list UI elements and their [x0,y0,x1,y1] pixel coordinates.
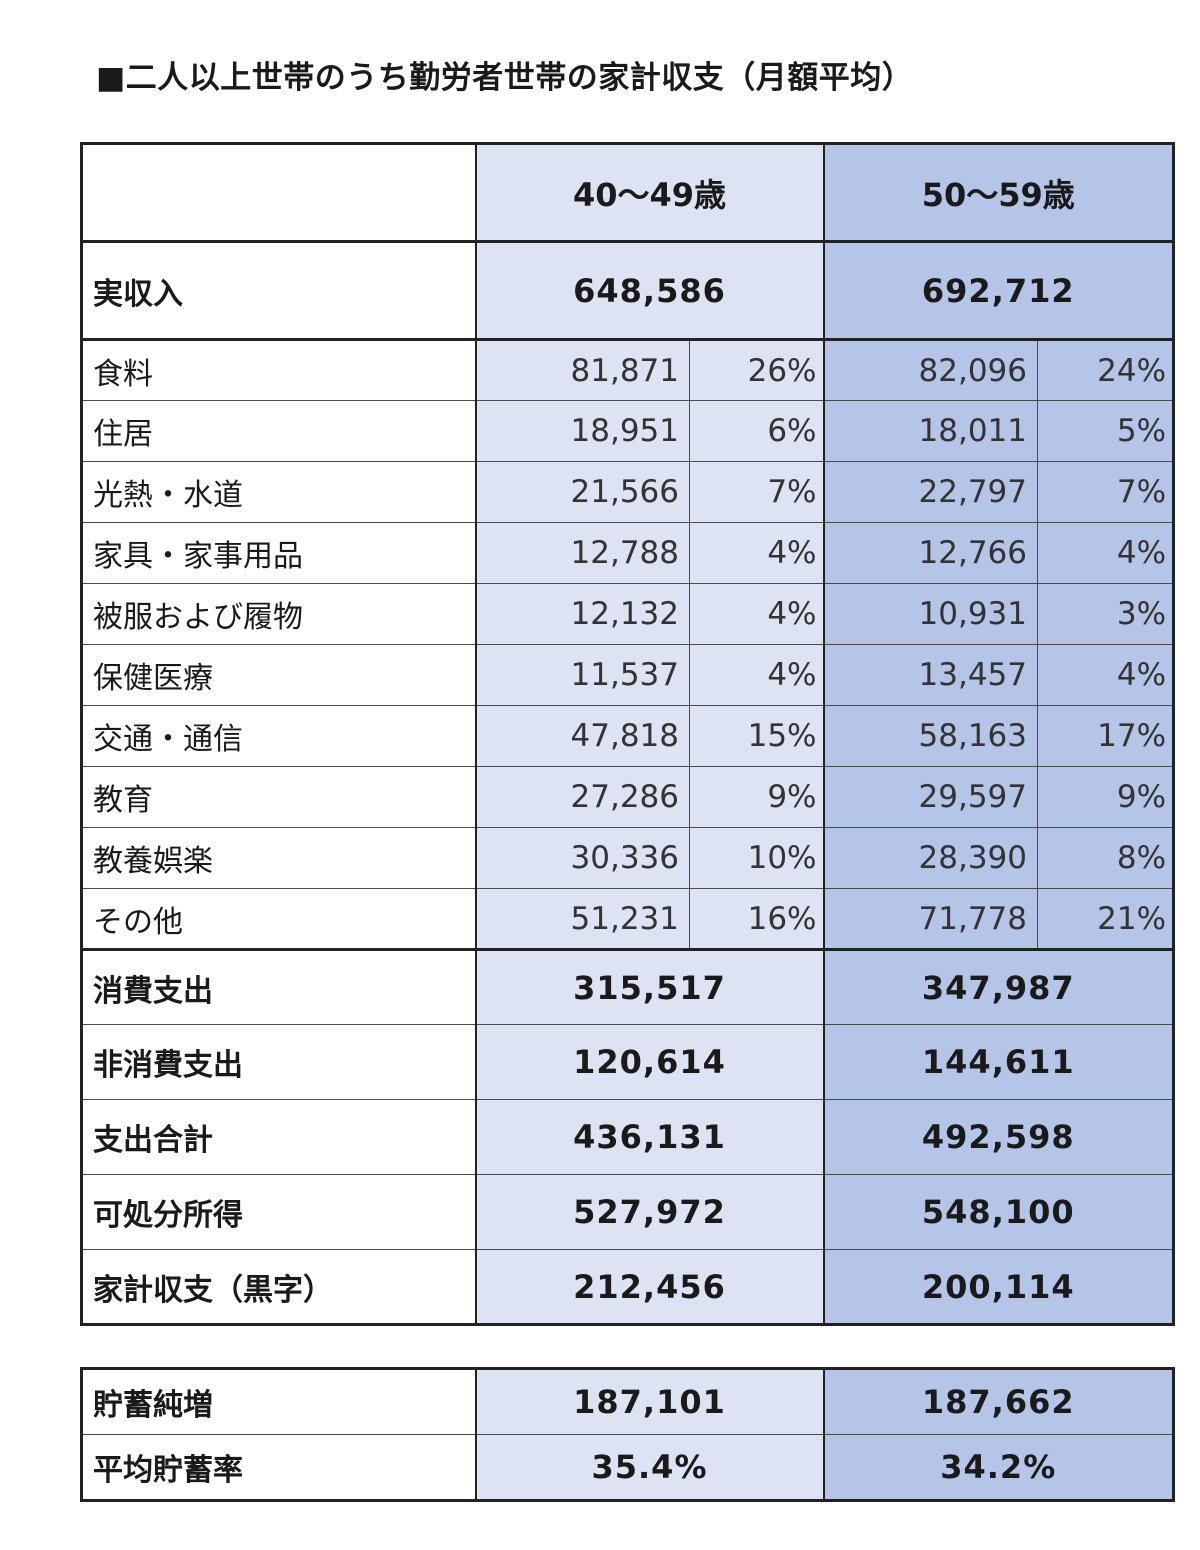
header-age-50s: 50～59歳 [822,142,1176,243]
item-value-40s: 30,336 [474,827,690,889]
item-share-50s: 3% [1037,583,1176,645]
table-row: 住居 18,951 6% 18,011 5% [80,400,1176,462]
header-corner-cell [80,142,476,243]
item-share-50s: 24% [1037,339,1176,401]
total-value-50s: 347,987 [822,949,1176,1025]
total-value-50s: 144,611 [822,1024,1176,1100]
table-row: 食料 81,871 26% 82,096 24% [80,339,1176,401]
item-label: その他 [80,888,476,951]
total-value-40s: 212,456 [474,1249,825,1326]
total-label: 可処分所得 [80,1174,476,1250]
item-value-50s: 10,931 [822,583,1039,645]
item-label: 教育 [80,766,476,828]
item-value-50s: 29,597 [822,766,1039,828]
item-value-50s: 28,390 [822,827,1039,889]
item-label: 被服および履物 [80,583,476,645]
item-label: 教養娯楽 [80,827,476,889]
item-value-40s: 51,231 [474,888,690,951]
household-budget-table: 40～49歳 50～59歳 実収入 648,586 692,712 食料 81,… [80,142,1176,1326]
total-row: 支出合計 436,131 492,598 [80,1099,1176,1175]
savings-label: 貯蓄純増 [80,1367,476,1435]
item-share-50s: 8% [1037,827,1176,889]
total-label: 家計収支（黒字） [80,1249,476,1326]
item-share-50s: 21% [1037,888,1176,951]
item-label: 光熱・水道 [80,461,476,523]
income-value-40s: 648,586 [474,241,825,341]
item-share-50s: 5% [1037,400,1176,462]
item-share-40s: 4% [688,522,825,584]
total-value-40s: 120,614 [474,1024,825,1100]
total-row: 消費支出 315,517 347,987 [80,949,1176,1025]
total-row: 非消費支出 120,614 144,611 [80,1024,1176,1100]
total-value-40s: 527,972 [474,1174,825,1250]
table-row: 家具・家事用品 12,788 4% 12,766 4% [80,522,1176,584]
item-value-50s: 58,163 [822,705,1039,767]
item-share-50s: 17% [1037,705,1176,767]
savings-value-50s: 187,662 [822,1367,1175,1435]
item-value-50s: 22,797 [822,461,1039,523]
item-value-40s: 12,132 [474,583,690,645]
table-row: 教育 27,286 9% 29,597 9% [80,766,1176,828]
total-value-40s: 436,131 [474,1099,825,1175]
item-value-40s: 12,788 [474,522,690,584]
item-value-40s: 81,871 [474,339,690,401]
item-value-50s: 13,457 [822,644,1039,706]
item-share-40s: 26% [688,339,825,401]
total-value-40s: 315,517 [474,949,825,1025]
total-value-50s: 200,114 [822,1249,1176,1326]
item-share-50s: 9% [1037,766,1176,828]
item-value-40s: 11,537 [474,644,690,706]
table-row: 教養娯楽 30,336 10% 28,390 8% [80,827,1176,889]
item-share-40s: 7% [688,461,825,523]
table-title: ■二人以上世帯のうち勤労者世帯の家計収支（月額平均） [96,60,914,96]
total-label: 非消費支出 [80,1024,476,1100]
item-value-50s: 71,778 [822,888,1039,951]
item-label: 交通・通信 [80,705,476,767]
total-label: 消費支出 [80,949,476,1025]
table-row: 被服および履物 12,132 4% 10,931 3% [80,583,1176,645]
item-share-40s: 4% [688,583,825,645]
item-value-50s: 18,011 [822,400,1039,462]
item-value-40s: 18,951 [474,400,690,462]
header-age-40s: 40～49歳 [474,142,825,243]
savings-value-40s: 187,101 [474,1367,824,1435]
item-share-40s: 9% [688,766,825,828]
item-label: 食料 [80,339,476,401]
item-share-40s: 15% [688,705,825,767]
table-row: 交通・通信 47,818 15% 58,163 17% [80,705,1176,767]
total-value-50s: 492,598 [822,1099,1176,1175]
savings-value-40s: 35.4% [474,1434,824,1502]
header-row: 40～49歳 50～59歳 [80,142,1176,243]
item-value-40s: 27,286 [474,766,690,828]
item-share-50s: 7% [1037,461,1176,523]
savings-row: 平均貯蓄率 35.4% 34.2% [80,1434,1175,1502]
item-value-40s: 47,818 [474,705,690,767]
total-label: 支出合計 [80,1099,476,1175]
item-label: 住居 [80,400,476,462]
item-share-40s: 16% [688,888,825,951]
item-share-50s: 4% [1037,644,1176,706]
income-value-50s: 692,712 [822,241,1176,341]
item-share-40s: 10% [688,827,825,889]
table-row: 保健医療 11,537 4% 13,457 4% [80,644,1176,706]
item-value-50s: 12,766 [822,522,1039,584]
savings-table: 貯蓄純増 187,101 187,662 平均貯蓄率 35.4% 34.2% [80,1367,1175,1502]
item-share-40s: 6% [688,400,825,462]
item-label: 家具・家事用品 [80,522,476,584]
item-share-50s: 4% [1037,522,1176,584]
savings-label: 平均貯蓄率 [80,1434,476,1502]
savings-value-50s: 34.2% [822,1434,1175,1502]
item-value-40s: 21,566 [474,461,690,523]
savings-row: 貯蓄純増 187,101 187,662 [80,1367,1175,1435]
total-row: 可処分所得 527,972 548,100 [80,1174,1176,1250]
item-label: 保健医療 [80,644,476,706]
total-value-50s: 548,100 [822,1174,1176,1250]
total-row: 家計収支（黒字） 212,456 200,114 [80,1249,1176,1326]
item-value-50s: 82,096 [822,339,1039,401]
item-share-40s: 4% [688,644,825,706]
income-label: 実収入 [80,241,476,341]
income-row: 実収入 648,586 692,712 [80,241,1176,341]
table-row: 光熱・水道 21,566 7% 22,797 7% [80,461,1176,523]
table-row: その他 51,231 16% 71,778 21% [80,888,1176,951]
